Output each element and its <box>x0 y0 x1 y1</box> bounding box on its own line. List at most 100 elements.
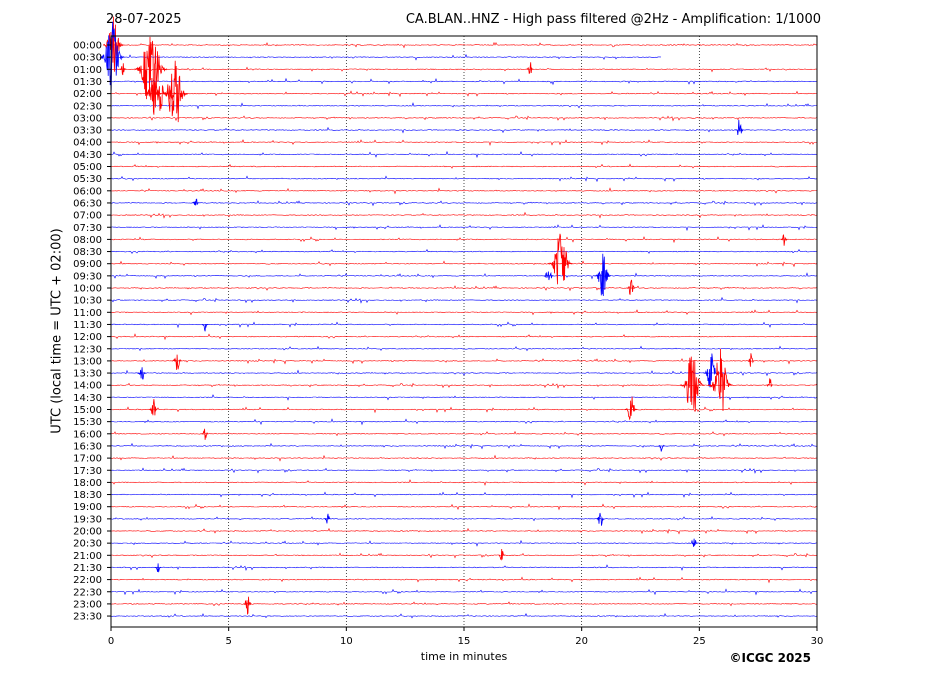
x-tick-label: 30 <box>811 636 824 647</box>
y-tick-label: 02:00 <box>73 89 102 100</box>
event-burst <box>526 62 533 74</box>
trace-2230 <box>110 588 818 596</box>
trace-2300 <box>110 601 818 607</box>
trace-1630 <box>110 442 818 450</box>
trace-1300 <box>110 358 818 365</box>
trace-0230 <box>110 102 818 110</box>
x-tick-label: 5 <box>225 636 231 647</box>
trace-0630 <box>110 200 818 207</box>
y-tick-label: 10:00 <box>73 284 102 295</box>
chart-date: 28-07-2025 <box>106 12 182 27</box>
event-burst <box>154 563 162 573</box>
event-burst <box>154 84 167 111</box>
trace-1200 <box>111 333 818 341</box>
event-burst <box>498 548 505 561</box>
trace-1900 <box>110 503 818 511</box>
y-tick-label: 08:30 <box>73 247 102 258</box>
trace-0200 <box>110 90 818 98</box>
y-tick-label: 21:30 <box>73 563 102 574</box>
event-burst <box>691 538 698 547</box>
y-tick-label: 13:30 <box>73 369 102 380</box>
trace-1830 <box>110 491 818 499</box>
y-tick-label: 00:30 <box>73 53 102 64</box>
trace-1030 <box>110 296 818 304</box>
trace-1500 <box>110 406 818 414</box>
y-tick-label: 07:30 <box>73 223 102 234</box>
trace-2000 <box>110 527 818 535</box>
event-burst <box>163 60 188 123</box>
trace-0430 <box>110 150 818 159</box>
y-tick-label: 16:00 <box>73 429 102 440</box>
trace-0400 <box>110 139 817 146</box>
event-burst <box>192 198 199 206</box>
x-tick-label: 0 <box>108 636 114 647</box>
y-tick-label: 05:30 <box>73 174 102 185</box>
event-burst <box>626 279 636 295</box>
y-tick-label: 09:30 <box>73 271 102 282</box>
trace-1100 <box>110 309 818 316</box>
y-tick-label: 18:00 <box>73 478 102 489</box>
trace-0530 <box>110 175 818 183</box>
trace-0030 <box>110 53 662 61</box>
event-burst <box>119 63 126 76</box>
event-burst <box>201 428 209 440</box>
trace-2030 <box>110 539 818 547</box>
event-burst <box>243 596 252 615</box>
y-tick-label: 13:00 <box>73 356 102 367</box>
event-burst <box>201 324 209 332</box>
y-tick-label: 20:30 <box>73 539 102 550</box>
y-tick-label: 11:00 <box>73 308 102 319</box>
trace-1400 <box>110 382 818 389</box>
event-burst <box>679 356 705 411</box>
trace-2100 <box>110 552 818 559</box>
event-burst <box>137 367 146 380</box>
trace-1930 <box>110 515 818 522</box>
y-tick-label: 15:00 <box>73 405 102 416</box>
trace-0900 <box>110 260 818 268</box>
trace-0500 <box>110 163 818 169</box>
y-tick-label: 12:30 <box>73 344 102 355</box>
x-tick-label: 20 <box>575 636 588 647</box>
y-tick-label: 18:30 <box>73 490 102 501</box>
y-tick-label: 01:30 <box>73 77 102 88</box>
trace-0800 <box>111 236 817 244</box>
y-tick-label: 09:00 <box>73 259 102 270</box>
trace-1800 <box>110 479 818 486</box>
event-burst <box>134 36 168 107</box>
event-burst <box>99 21 125 91</box>
trace-0100 <box>110 66 818 73</box>
y-tick-label: 10:30 <box>73 296 102 307</box>
y-tick-label: 19:00 <box>73 502 102 513</box>
event-burst <box>548 233 573 285</box>
trace-1430 <box>110 394 818 401</box>
y-tick-label: 01:00 <box>73 65 102 76</box>
event-burst <box>596 512 605 526</box>
trace-0930 <box>110 272 818 280</box>
y-tick-label: 04:30 <box>73 150 102 161</box>
trace-2130 <box>110 564 818 572</box>
trace-0700 <box>110 211 818 219</box>
trace-0000 <box>110 41 818 49</box>
y-tick-label: 14:30 <box>73 393 102 404</box>
event-burst <box>703 353 719 388</box>
y-tick-label: 02:30 <box>73 101 102 112</box>
trace-0730 <box>110 224 818 232</box>
y-tick-label: 07:00 <box>73 211 102 222</box>
y-tick-label: 22:00 <box>73 575 102 586</box>
x-tick-label: 15 <box>458 636 471 647</box>
trace-1700 <box>110 454 818 462</box>
trace-1330 <box>110 369 818 377</box>
y-tick-label: 06:00 <box>73 186 102 197</box>
event-burst <box>543 271 554 281</box>
y-tick-label: 14:00 <box>73 381 102 392</box>
event-burst <box>780 234 788 246</box>
trace-2330 <box>110 612 818 619</box>
y-tick-label: 03:00 <box>73 113 102 124</box>
event-burst <box>766 378 773 388</box>
y-tick-label: 16:30 <box>73 441 102 452</box>
y-tick-label: 06:30 <box>73 198 102 209</box>
y-tick-label: 17:00 <box>73 454 102 465</box>
y-tick-label: 03:30 <box>73 126 102 137</box>
event-burst <box>624 396 638 421</box>
